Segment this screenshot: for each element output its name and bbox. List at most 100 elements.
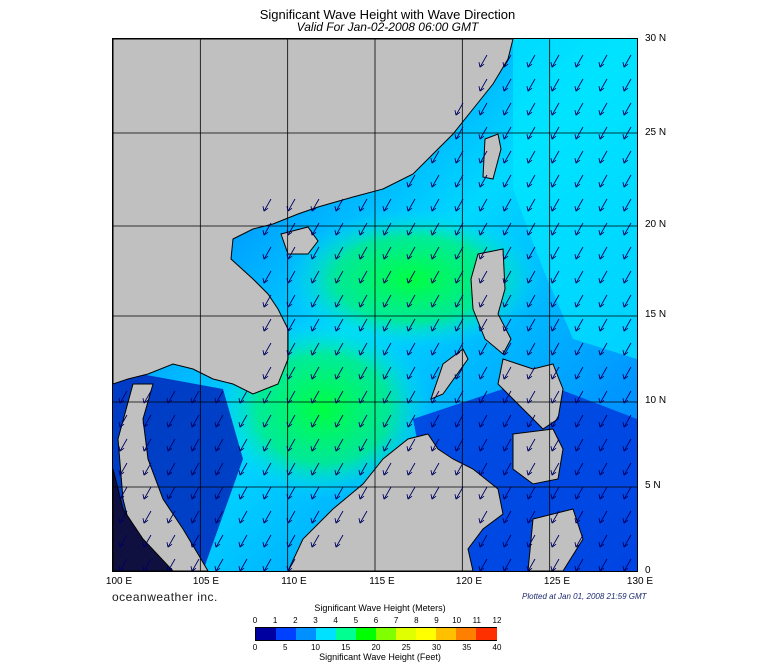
direction-arrow [430, 342, 440, 356]
colorbar-feet-title: Significant Wave Height (Feet) [319, 652, 441, 662]
colorbar-segment [416, 628, 437, 640]
direction-arrow [430, 222, 440, 236]
pacific-zone [513, 39, 637, 359]
direction-arrow [142, 534, 152, 548]
direction-arrow [574, 510, 584, 524]
direction-arrow [478, 366, 488, 380]
direction-arrow [190, 486, 200, 500]
lon-label-100: 100 E [105, 576, 133, 587]
direction-arrow [550, 102, 560, 116]
direction-arrow [286, 534, 296, 548]
direction-arrow [502, 486, 512, 500]
direction-arrow [166, 534, 176, 548]
lat-label-5: 5 N [645, 480, 661, 491]
direction-arrow [478, 342, 488, 356]
direction-arrow [310, 270, 320, 284]
direction-arrow [574, 54, 584, 68]
direction-arrow [310, 318, 320, 332]
direction-arrow [574, 102, 584, 116]
feet-tick: 5 [283, 643, 288, 652]
direction-arrow [286, 486, 296, 500]
direction-arrow [430, 438, 440, 452]
direction-arrow [526, 558, 536, 571]
direction-arrow [286, 294, 296, 308]
direction-arrow [334, 534, 344, 548]
direction-arrow [118, 462, 128, 476]
direction-arrow [478, 486, 488, 500]
direction-arrow [574, 534, 584, 548]
direction-arrow [382, 462, 392, 476]
sumatra [113, 468, 174, 571]
direction-arrow [262, 198, 272, 212]
direction-arrow [118, 510, 128, 524]
lon-label-125: 125 E [543, 576, 571, 587]
direction-arrow [310, 390, 320, 404]
direction-arrow [526, 222, 536, 236]
map-subtitle: Valid For Jan-02-2008 06:00 GMT [296, 20, 479, 34]
luzon-island [470, 248, 512, 355]
direction-arrow [598, 462, 608, 476]
direction-arrow [358, 222, 368, 236]
direction-arrow [262, 390, 272, 404]
direction-arrow [598, 174, 608, 188]
direction-arrow [430, 198, 440, 212]
direction-arrow [166, 462, 176, 476]
direction-arrow [622, 342, 632, 356]
direction-arrow [598, 270, 608, 284]
direction-arrow [262, 438, 272, 452]
direction-arrow [526, 150, 536, 164]
direction-arrow [574, 366, 584, 380]
direction-arrow [310, 438, 320, 452]
meters-tick: 1 [272, 616, 278, 625]
direction-arrow [286, 222, 296, 236]
meters-tick: 5 [353, 616, 359, 625]
direction-arrow [550, 486, 560, 500]
meters-tick: 3 [313, 616, 318, 625]
feet-tick: 0 [252, 643, 258, 652]
direction-arrow [622, 150, 632, 164]
direction-arrow [262, 462, 272, 476]
meters-tick: 8 [414, 616, 419, 625]
direction-arrow [526, 414, 536, 428]
direction-arrow [262, 270, 272, 284]
direction-arrow [214, 510, 224, 524]
direction-arrow [622, 366, 632, 380]
direction-arrow [526, 510, 536, 524]
direction-arrow [358, 414, 368, 428]
mindanao-island [512, 428, 564, 485]
direction-arrow [574, 222, 584, 236]
direction-arrow [334, 318, 344, 332]
direction-arrow [430, 486, 440, 500]
direction-arrow [622, 414, 632, 428]
direction-arrow [622, 198, 632, 212]
direction-arrow [358, 198, 368, 212]
direction-arrow [502, 342, 512, 356]
direction-arrow [526, 318, 536, 332]
direction-arrow [166, 414, 176, 428]
direction-arrow [526, 366, 536, 380]
direction-arrow [622, 438, 632, 452]
direction-arrow [286, 342, 296, 356]
direction-arrow [382, 246, 392, 260]
direction-arrow [454, 198, 464, 212]
direction-arrow [238, 558, 248, 571]
direction-arrow [142, 558, 152, 571]
direction-arrow [262, 510, 272, 524]
direction-arrow [190, 558, 200, 571]
direction-arrow [190, 414, 200, 428]
direction-arrow [238, 486, 248, 500]
direction-arrow [550, 534, 560, 548]
colorbar-segment [276, 628, 297, 640]
direction-arrow [406, 390, 416, 404]
direction-arrow [406, 198, 416, 212]
direction-arrow [382, 222, 392, 236]
direction-arrow [190, 390, 200, 404]
direction-arrow [478, 270, 488, 284]
lon-label-130: 130 E [626, 576, 654, 587]
direction-arrow [430, 414, 440, 428]
lat-label-10: 10 N [645, 395, 667, 406]
direction-arrow [310, 222, 320, 236]
direction-arrow [502, 54, 512, 68]
meters-tick: 9 [434, 616, 439, 625]
lon-label-110: 110 E [281, 576, 307, 587]
